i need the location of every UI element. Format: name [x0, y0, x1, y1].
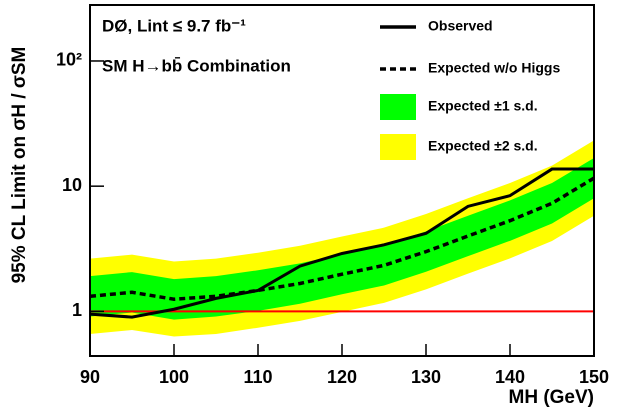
chart-title: SM H→bb̄ Combination [102, 56, 291, 75]
legend-swatch [380, 134, 416, 160]
y-tick-label: 1 [72, 300, 82, 320]
x-tick-label: 110 [243, 367, 272, 387]
x-tick-label: 130 [411, 367, 441, 387]
x-tick-label: 150 [579, 367, 609, 387]
legend-label: Expected w/o Higgs [428, 60, 560, 76]
y-tick-label: 10 [62, 175, 82, 195]
x-tick-label: 100 [159, 367, 189, 387]
series-line [89, 176, 595, 301]
chart-title: DØ, Lint ≤ 9.7 fb⁻¹ [102, 16, 246, 35]
y-tick-label: 10² [56, 50, 82, 70]
legend-label: Expected ±1 s.d. [428, 98, 538, 114]
x-tick-label: 120 [327, 367, 357, 387]
legend-label: Expected ±2 s.d. [428, 138, 538, 154]
series-line [89, 167, 594, 319]
band [90, 157, 594, 320]
y-axis-title: 95% CL Limit on σH / σSM [9, 47, 30, 284]
x-tick-label: 90 [80, 367, 100, 387]
x-axis-title: MH (GeV) [509, 387, 595, 408]
legend-swatch [380, 94, 416, 120]
x-tick-label: 140 [495, 367, 525, 387]
legend-label: Observed [428, 18, 493, 34]
